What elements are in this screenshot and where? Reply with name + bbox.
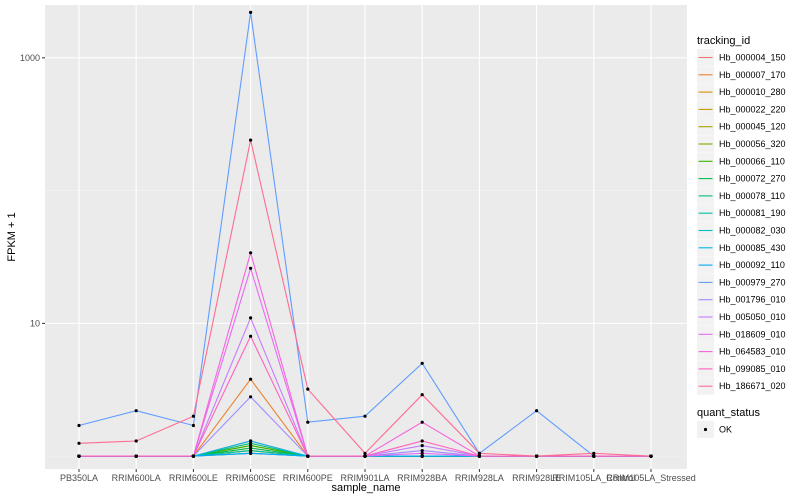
legend-label: Hb_099085_010 (719, 364, 786, 374)
legend-label: Hb_000022_220 (719, 104, 786, 114)
x-tick-label: RRIM928LA (455, 473, 504, 483)
x-tick-label: RRIM105LA_Stressed (606, 473, 696, 483)
data-point (420, 420, 424, 424)
data-point (420, 454, 424, 458)
data-point (249, 441, 253, 445)
legend-label: Hb_000066_110 (719, 156, 785, 166)
data-point (535, 454, 539, 458)
data-point (592, 454, 596, 458)
data-point (649, 454, 653, 458)
y-tick-label: 1000 (20, 53, 40, 63)
x-axis-title: sample_name (331, 482, 400, 494)
y-axis-ticks: 1000 10 (20, 53, 45, 328)
legend-label: Hb_000092_110 (719, 260, 785, 270)
legend2-label: OK (719, 425, 732, 435)
legend-label: Hb_000979_270 (719, 277, 786, 287)
data-point (249, 334, 253, 338)
data-point (249, 138, 253, 142)
data-point (249, 444, 253, 448)
legend-label: Hb_000082_030 (719, 226, 786, 236)
data-point (306, 420, 310, 424)
data-point (363, 414, 367, 418)
data-point (535, 409, 539, 413)
legend-label: Hb_000081_190 (719, 208, 786, 218)
legend-label: Hb_000004_150 (719, 53, 786, 63)
data-point (249, 377, 253, 381)
data-point (420, 439, 424, 443)
data-point (134, 439, 138, 443)
x-tick-label: RRIM600LE (169, 473, 218, 483)
plot-panel (45, 5, 687, 469)
y-tick-label: 10 (30, 318, 40, 328)
x-tick-label: RRIM901LA (340, 473, 389, 483)
x-tick-label: RRIM928BA (397, 473, 447, 483)
data-point (77, 441, 81, 445)
legend2-title: quant_status (697, 407, 760, 419)
data-point (134, 454, 138, 458)
legend: tracking_id Hb_000004_150 Hb_000007_170 Hb… (697, 35, 786, 438)
data-point (249, 251, 253, 255)
data-point (249, 446, 253, 450)
data-point (306, 387, 310, 391)
data-point (249, 10, 253, 14)
data-point (134, 409, 138, 413)
legend-label: Hb_000085_430 (719, 243, 786, 253)
data-point (249, 395, 253, 399)
legend-label: Hb_000045_120 (719, 122, 786, 132)
x-tick-label: RRIM928LE (512, 473, 561, 483)
legend-label: Hb_000007_170 (719, 70, 786, 80)
data-point (249, 451, 253, 455)
data-point (592, 451, 596, 455)
legend-label: Hb_005050_010 (719, 312, 786, 322)
x-tick-label: RRIM600PE (283, 473, 333, 483)
legend-label: Hb_064583_010 (719, 347, 786, 357)
data-point (420, 449, 424, 453)
data-point (191, 414, 195, 418)
legend-title: tracking_id (697, 35, 750, 47)
data-point (420, 451, 424, 455)
legend-label: Hb_000078_110 (719, 191, 785, 201)
x-axis-ticks: PB350LA RRIM600LA RRIM600LE RRIM600SE RRIM60… (60, 469, 696, 483)
legend-label: Hb_000072_270 (719, 174, 786, 184)
legend-label: Hb_000056_320 (719, 139, 786, 149)
data-point (306, 454, 310, 458)
y-axis-title: FPKM + 1 (6, 212, 18, 261)
x-tick-label: PB350LA (60, 473, 98, 483)
x-tick-label: RRIM105LA_Control (552, 473, 635, 483)
x-tick-label: RRIM600LA (112, 473, 161, 483)
data-point (249, 439, 253, 443)
legend-label: Hb_186671_020 (719, 381, 786, 391)
legend-label: Hb_018609_010 (719, 329, 786, 339)
legend-label: Hb_000010_280 (719, 87, 786, 97)
data-point (191, 454, 195, 458)
data-point (420, 393, 424, 397)
legend-label: Hb_001796_010 (719, 295, 786, 305)
data-point (477, 451, 481, 455)
data-point (191, 423, 195, 428)
legend2-point (703, 427, 708, 432)
data-point (77, 423, 81, 428)
data-point (363, 451, 367, 455)
major-gridlines (45, 5, 687, 469)
series-points (77, 10, 653, 458)
data-point (77, 454, 81, 458)
data-point (249, 266, 253, 270)
data-point (477, 454, 481, 458)
data-point (249, 316, 253, 320)
data-point (420, 444, 424, 448)
data-point (249, 449, 253, 453)
data-point (420, 361, 424, 365)
x-tick-label: RRIM600SE (226, 473, 276, 483)
data-point (363, 454, 367, 458)
